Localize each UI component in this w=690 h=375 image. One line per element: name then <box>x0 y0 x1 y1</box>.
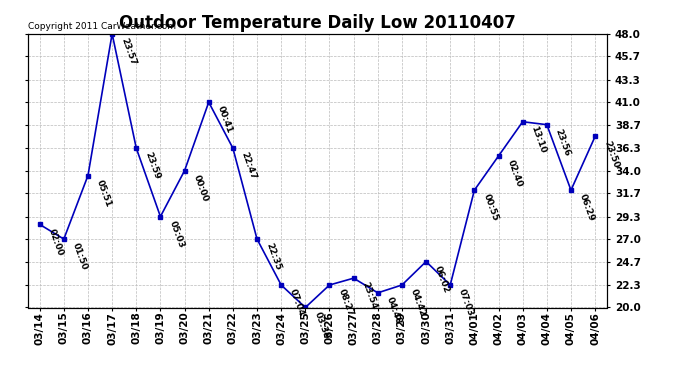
Text: 13:10: 13:10 <box>530 124 548 154</box>
Text: 00:00: 00:00 <box>192 173 210 203</box>
Text: 22:47: 22:47 <box>240 151 258 181</box>
Text: 23:56: 23:56 <box>554 128 572 158</box>
Text: 01:50: 01:50 <box>71 242 89 272</box>
Text: 07:04: 07:04 <box>288 288 306 318</box>
Text: 05:51: 05:51 <box>95 178 113 208</box>
Text: 22:35: 22:35 <box>264 242 282 272</box>
Text: 00:41: 00:41 <box>216 105 234 135</box>
Title: Outdoor Temperature Daily Low 20110407: Outdoor Temperature Daily Low 20110407 <box>119 14 516 32</box>
Text: 05:03: 05:03 <box>168 219 186 249</box>
Text: 23:59: 23:59 <box>144 151 161 181</box>
Text: 00:55: 00:55 <box>482 193 500 223</box>
Text: Copyright 2011 CarWeather.com: Copyright 2011 CarWeather.com <box>28 22 175 31</box>
Text: 03:39: 03:39 <box>313 310 331 340</box>
Text: 06:02: 06:02 <box>433 264 451 294</box>
Text: 04:42: 04:42 <box>409 288 427 318</box>
Text: 23:57: 23:57 <box>119 36 137 67</box>
Text: 04:48: 04:48 <box>385 296 403 326</box>
Text: 02:00: 02:00 <box>47 227 65 257</box>
Text: 02:40: 02:40 <box>506 159 524 189</box>
Text: 07:03: 07:03 <box>457 288 475 318</box>
Text: 08:27: 08:27 <box>337 288 355 318</box>
Text: 23:50: 23:50 <box>602 139 620 169</box>
Text: 06:29: 06:29 <box>578 193 596 223</box>
Text: 23:54: 23:54 <box>361 281 379 311</box>
